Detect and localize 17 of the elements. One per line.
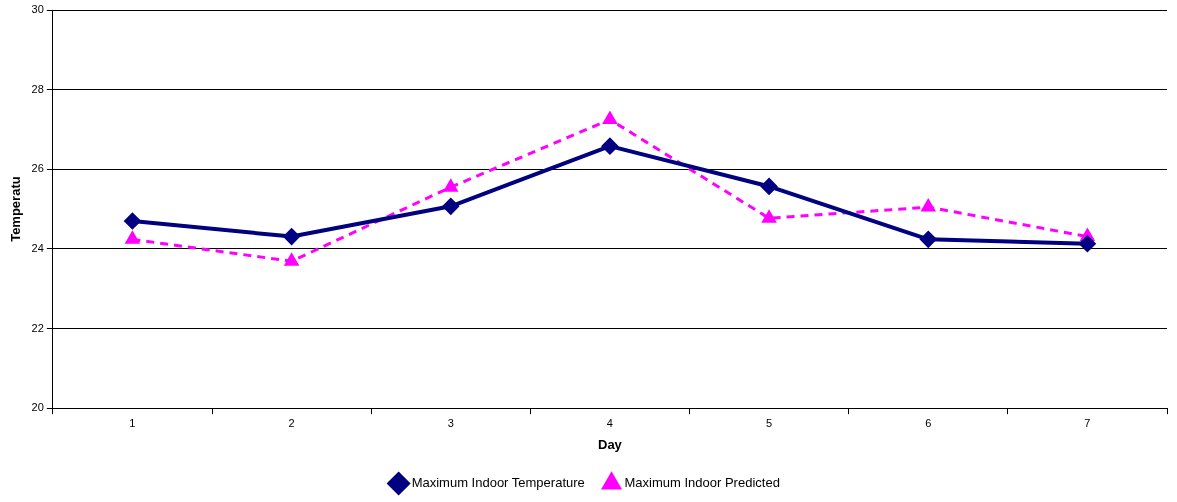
y-tick-label: 22 (31, 321, 44, 334)
legend-label: Maximum Indoor Temperature (411, 475, 585, 491)
x-tick-label: 5 (766, 416, 773, 429)
x-axis-title: Day (597, 436, 623, 452)
y-tick-label: 26 (31, 162, 44, 175)
y-axis-title: Temperatu (8, 176, 24, 242)
y-tick-label: 28 (31, 82, 44, 95)
x-tick-label: 3 (447, 416, 454, 429)
x-tick-label: 6 (925, 416, 932, 429)
legend-label: Maximum Indoor Predicted (624, 475, 780, 491)
y-tick-label: 20 (31, 401, 44, 414)
x-tick-label: 4 (606, 416, 613, 429)
x-tick-label: 7 (1084, 416, 1091, 429)
y-tick-label: 24 (31, 241, 44, 254)
y-tick-label: 30 (31, 3, 44, 16)
x-tick-label: 2 (288, 416, 295, 429)
x-tick-label: 1 (129, 416, 136, 429)
